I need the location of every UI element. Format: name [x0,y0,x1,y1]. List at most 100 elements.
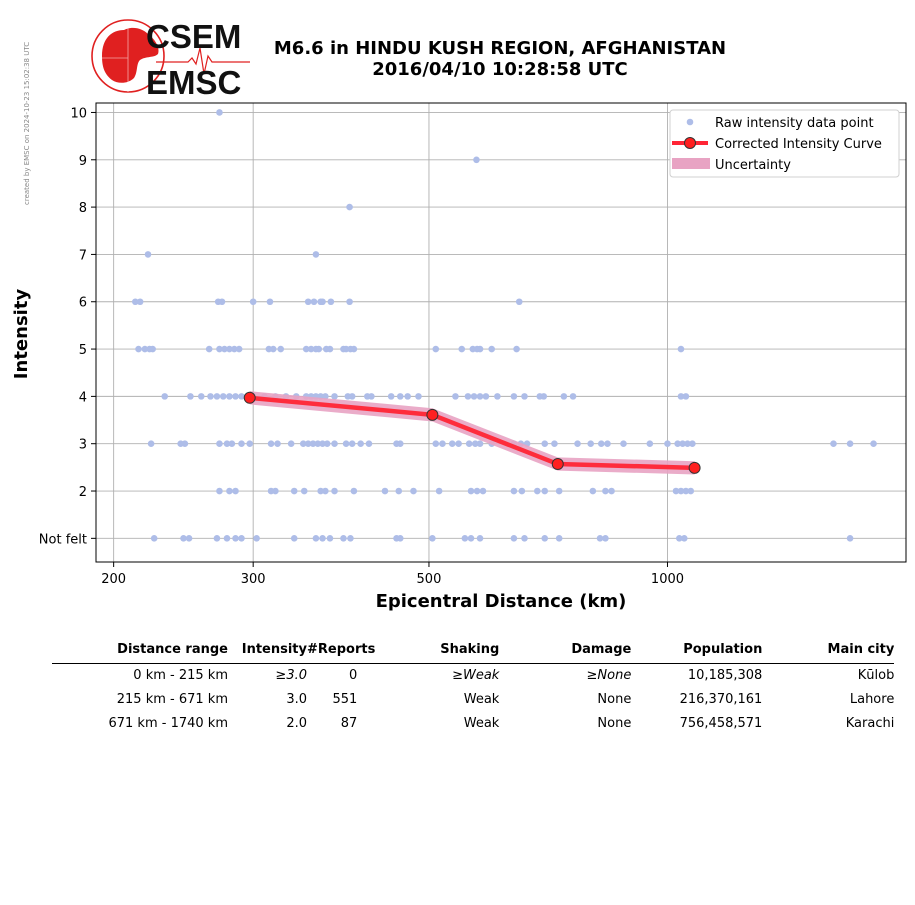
cell-reports: 0 [349,668,358,683]
table-row: 0 km - 215 km ≥3.0 0 ≥Weak ≥None 10,185,… [52,664,894,689]
raw-data-point [207,393,214,400]
header-distance-range: Distance range [52,642,228,664]
raw-data-point [238,440,245,448]
raw-data-point [682,393,690,400]
legend-curve-label: Corrected Intensity Curve [715,137,882,152]
raw-data-point [461,535,469,542]
raw-data-point [597,440,605,448]
raw-data-point [266,298,274,306]
raw-data-point [348,393,356,400]
y-tick-label: 10 [70,106,87,121]
cell-shaking: ≥Weak [452,668,500,683]
raw-data-point [135,345,142,353]
curve-point [243,391,256,404]
raw-data-point [149,345,156,353]
raw-data-point [150,535,158,542]
raw-data-point [315,345,323,353]
raw-data-point [331,440,338,448]
raw-data-point [322,393,329,400]
raw-data-point [677,393,685,400]
raw-data-point [365,440,373,448]
raw-data-point [304,440,312,448]
raw-data-point [228,440,236,448]
raw-data-point [410,487,417,495]
raw-data-point [589,487,597,495]
y-tick-label: Not felt [39,532,87,547]
y-tick-label: 5 [79,343,87,358]
intensity-distance-chart: 200 300 500 1000 Not felt 2 3 4 5 6 7 8 9 10 Epicentr… [11,102,907,612]
legend-box [669,109,900,178]
raw-data-point [482,393,490,400]
raw-data-point [396,535,404,542]
raw-data-point [555,535,563,542]
raw-data-point [510,535,518,542]
cell-intensity: 2.0 [286,716,307,731]
raw-data-point [185,535,193,542]
raw-data-point [357,440,364,448]
raw-data-point [551,440,558,448]
raw-data-point [476,393,484,400]
raw-data-point [602,487,609,495]
raw-data-point [473,487,481,495]
raw-data-point [223,440,231,448]
raw-data-point [596,535,604,542]
raw-data-point [277,345,285,353]
raw-data-point [395,487,403,495]
raw-data-point [132,298,139,306]
raw-data-point [272,487,279,495]
raw-data-point [510,393,518,400]
chart-title: M6.6 in HINDU KUSH REGION, AFGHANISTAN 2… [250,38,750,80]
raw-data-point [432,345,440,353]
raw-data-point [327,298,335,306]
raw-data-point [238,535,245,542]
legend-uncertainty-swatch [672,158,710,169]
raw-data-point [216,109,223,116]
corrected-curve-line [249,395,695,471]
raw-data-point [396,440,404,448]
svg-text:CSEM: CSEM [146,18,241,55]
raw-data-point [181,440,189,448]
raw-data-point [312,535,320,542]
raw-data-point [448,440,456,448]
raw-data-point [290,487,298,495]
raw-data-point [404,393,411,400]
raw-data-point [267,440,275,448]
header-shaking: Shaking [375,642,500,664]
raw-data-point [684,440,691,448]
raw-data-point [317,487,324,495]
raw-data-point [415,393,422,400]
x-tick-label: 1000 [651,572,684,587]
legend-raw-label: Raw intensity data point [715,116,874,131]
raw-data-point [226,345,233,353]
raw-data-point [331,487,338,495]
raw-data-point [161,393,169,400]
raw-data-point [488,345,495,353]
raw-data-point [476,345,484,353]
cell-distance: 215 km - 671 km [116,692,228,707]
raw-data-point [540,393,548,400]
raw-data-point [620,440,627,448]
raw-data-point [342,440,350,448]
cell-main-city: Kūlob [857,668,895,683]
logo-graphic: CSEM EMSC [91,18,250,101]
raw-data-point [476,440,484,448]
raw-data-point [226,393,233,400]
raw-data-point [314,440,322,448]
raw-data-point [541,535,549,542]
raw-data-point [470,393,478,400]
raw-data-point [682,487,690,495]
raw-data-point [216,440,223,448]
raw-data-point [846,440,854,448]
raw-data-point [604,440,611,448]
x-axis-label: Epicentral Distance (km) [376,591,627,612]
title-datetime: 2016/04/10 10:28:58 UTC [372,59,628,80]
raw-data-point [287,440,295,448]
raw-data-point [213,393,221,400]
y-tick-label: 2 [79,485,87,500]
header-population: Population [631,642,763,664]
raw-data-point [350,487,358,495]
raw-data-point [232,535,239,542]
raw-data-point [830,440,837,448]
raw-data-point [541,440,549,448]
raw-data-point [587,440,594,448]
